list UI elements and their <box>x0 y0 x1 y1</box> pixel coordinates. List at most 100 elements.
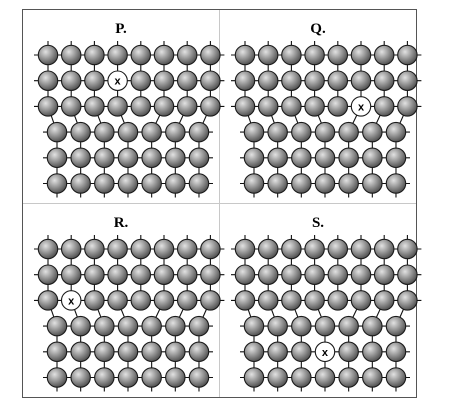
atom <box>397 44 418 66</box>
atom <box>70 147 91 169</box>
atom <box>141 147 162 169</box>
atom <box>188 367 210 388</box>
atom <box>257 238 279 260</box>
panel-label: Q. <box>310 21 326 37</box>
atom <box>234 44 256 66</box>
atom <box>165 367 186 388</box>
atom <box>176 70 198 91</box>
atom <box>385 367 407 388</box>
atom <box>338 173 359 194</box>
atom <box>94 121 115 143</box>
atom <box>60 44 82 66</box>
atom <box>338 341 359 363</box>
atom <box>60 70 82 91</box>
atom <box>243 341 265 363</box>
atom <box>397 70 418 91</box>
atom <box>350 290 372 311</box>
atom <box>84 44 105 66</box>
atom <box>314 121 336 143</box>
atom <box>327 238 349 260</box>
atom <box>176 44 198 66</box>
atom <box>338 121 359 143</box>
atom <box>243 147 265 169</box>
atom <box>176 264 198 285</box>
atom <box>107 264 128 285</box>
panel-label: P. <box>115 21 127 37</box>
atom <box>37 238 59 260</box>
atom <box>362 341 383 363</box>
atom-lattice: x <box>37 238 221 388</box>
atom <box>234 238 256 260</box>
atom <box>70 173 91 194</box>
atom <box>70 315 91 337</box>
atom <box>141 341 162 363</box>
atom <box>153 44 175 66</box>
atom <box>281 70 302 91</box>
atom <box>267 367 288 388</box>
atom <box>281 264 302 285</box>
atom <box>385 173 407 194</box>
atom <box>60 238 82 260</box>
atom <box>84 96 105 117</box>
atom <box>94 367 115 388</box>
atom <box>338 147 359 169</box>
atom <box>200 238 221 260</box>
atom <box>153 290 175 311</box>
atom <box>165 121 186 143</box>
atom <box>304 238 325 260</box>
atom <box>362 173 383 194</box>
panel-r: R. x <box>34 215 225 392</box>
atom <box>267 121 288 143</box>
atom <box>362 147 383 169</box>
atom <box>234 264 256 285</box>
atom <box>37 290 59 311</box>
atom <box>243 173 265 194</box>
atom <box>338 315 359 337</box>
atom <box>397 264 418 285</box>
atom <box>257 264 279 285</box>
atom <box>397 238 418 260</box>
atom <box>243 367 265 388</box>
atom <box>200 264 221 285</box>
atom <box>267 147 288 169</box>
atom <box>373 264 395 285</box>
atom <box>46 315 68 337</box>
atom <box>373 70 395 91</box>
atom <box>327 44 349 66</box>
atom-lattice: x <box>234 44 418 194</box>
atom <box>70 121 91 143</box>
atom <box>94 173 115 194</box>
atom <box>304 96 325 117</box>
atom <box>314 173 336 194</box>
atom <box>397 96 418 117</box>
atom <box>200 70 221 91</box>
atom <box>373 96 395 117</box>
atom-lattice: x <box>234 238 418 388</box>
defect-marker: x <box>322 347 329 359</box>
atom <box>314 147 336 169</box>
atom <box>70 341 91 363</box>
atom <box>165 341 186 363</box>
defect-marker: x <box>115 76 122 88</box>
atom <box>141 315 162 337</box>
atom <box>291 341 312 363</box>
atom <box>176 96 198 117</box>
atom <box>304 290 325 311</box>
atom <box>243 315 265 337</box>
atom <box>257 70 279 91</box>
atom <box>117 121 139 143</box>
atom <box>117 147 139 169</box>
atom <box>267 173 288 194</box>
atom <box>327 96 349 117</box>
atom <box>176 290 198 311</box>
atom <box>304 264 325 285</box>
atom <box>107 96 128 117</box>
atom <box>70 367 91 388</box>
atom <box>60 264 82 285</box>
figure-border <box>22 9 417 398</box>
atom <box>107 290 128 311</box>
atom <box>373 238 395 260</box>
atom <box>327 290 349 311</box>
atom <box>338 367 359 388</box>
